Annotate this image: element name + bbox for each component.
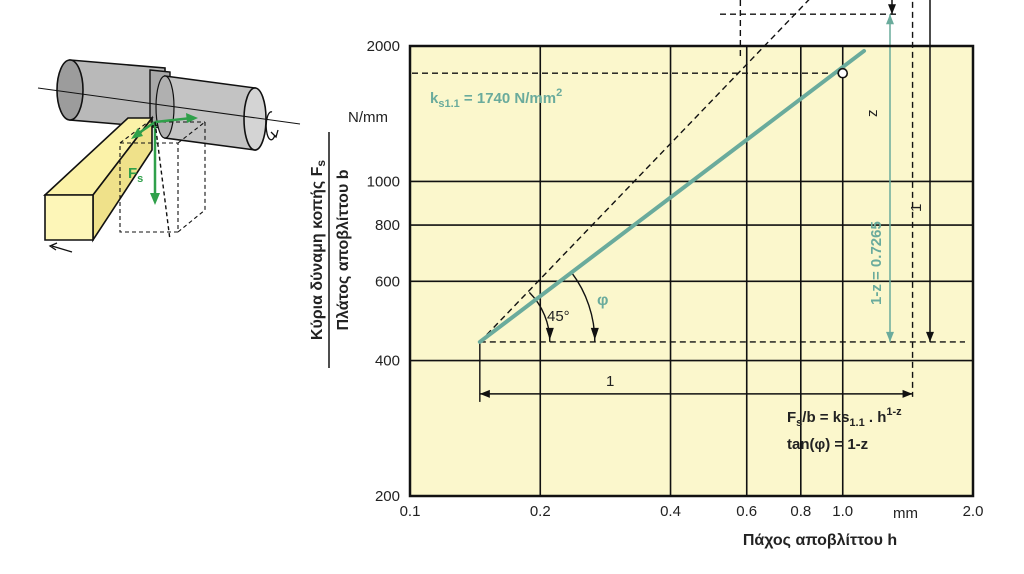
x-tick-label: 0.2: [530, 503, 551, 520]
tick-labels: 0.1 0.2 0.4 0.6 0.8 1.0 2.0 200 400 600 800 1000 200…: [367, 38, 984, 520]
y-tick-label: 400: [375, 353, 400, 370]
y-axis-title-numerator: Κύρια δύναμη κοπής Fs: [309, 160, 328, 341]
y-tick-label: 1000: [367, 173, 400, 190]
series: [477, 48, 867, 344]
turning-illustration: Fs: [37, 59, 301, 253]
y-unit-label: N/mm: [348, 109, 388, 126]
chart: 0.1 0.2 0.4 0.6 0.8 1.0 2.0 200 400 600 800 1000 200…: [309, 0, 983, 549]
plot-frame: [408, 44, 975, 498]
x-tick-label: 0.4: [660, 503, 681, 520]
plot-area: [410, 46, 973, 496]
y-axis-title: Κύρια δύναμη κοπής Fs Πλάτος αποβλίττου …: [309, 132, 352, 368]
one-minus-z-dimension-head: [886, 14, 894, 25]
x-tick-label: 0.6: [736, 503, 757, 520]
y-tick-label: 200: [375, 488, 400, 505]
x-tick-label: 2.0: [963, 503, 984, 520]
x-axis-title: Πάχος αποβλίττου h: [743, 532, 897, 549]
workpiece-cylinder-icon: [37, 59, 301, 151]
horizontal-decade-dimension-head: [479, 389, 490, 398]
one-vertical-dimension-head: [926, 331, 934, 342]
y-tick-label: 800: [375, 217, 400, 234]
one-minus-z-label: 1-z = 0.7265: [868, 221, 885, 305]
vertical-one-dimension-label: 1: [908, 204, 925, 212]
construction-lines: [412, 0, 965, 496]
one-minus-z-dimension-head: [886, 331, 894, 342]
force-label: Fs: [128, 165, 143, 185]
horizontal-decade-dimension-head: [902, 389, 913, 398]
x-tick-label: 0.8: [790, 503, 811, 520]
specific-cutting-force-line: [477, 48, 867, 344]
angle-phi-label: φ: [597, 292, 608, 309]
cutting-tool-icon: [42, 113, 206, 253]
ks-annotation: ks1.1 = 1740 N/mm2: [430, 87, 562, 110]
x-unit-label: mm: [893, 505, 918, 522]
reference-45deg-line: [479, 0, 810, 343]
horizontal-dimension-label: 1: [606, 373, 614, 390]
x-tick-label: 1.0: [832, 503, 853, 520]
y-tick-label: 2000: [367, 38, 400, 55]
y-tick-label: 600: [375, 273, 400, 290]
z-dimension-head: [888, 4, 896, 15]
grid: [410, 46, 973, 496]
formula-line-2: tan(φ) = 1-z: [787, 436, 868, 453]
angle-45-label: 45°: [547, 308, 570, 325]
angle-45-arrowhead: [545, 327, 554, 340]
formula-line-1: Fs/b = ks1.1 . h1-z: [787, 406, 902, 429]
y-axis-title-denominator: Πλάτος αποβλίττου b: [335, 169, 352, 330]
x-tick-label: 0.1: [400, 503, 421, 520]
angle-phi-arrowhead: [590, 327, 599, 340]
ks-marker-point: [837, 67, 849, 79]
z-dimension-label: z: [864, 110, 881, 118]
